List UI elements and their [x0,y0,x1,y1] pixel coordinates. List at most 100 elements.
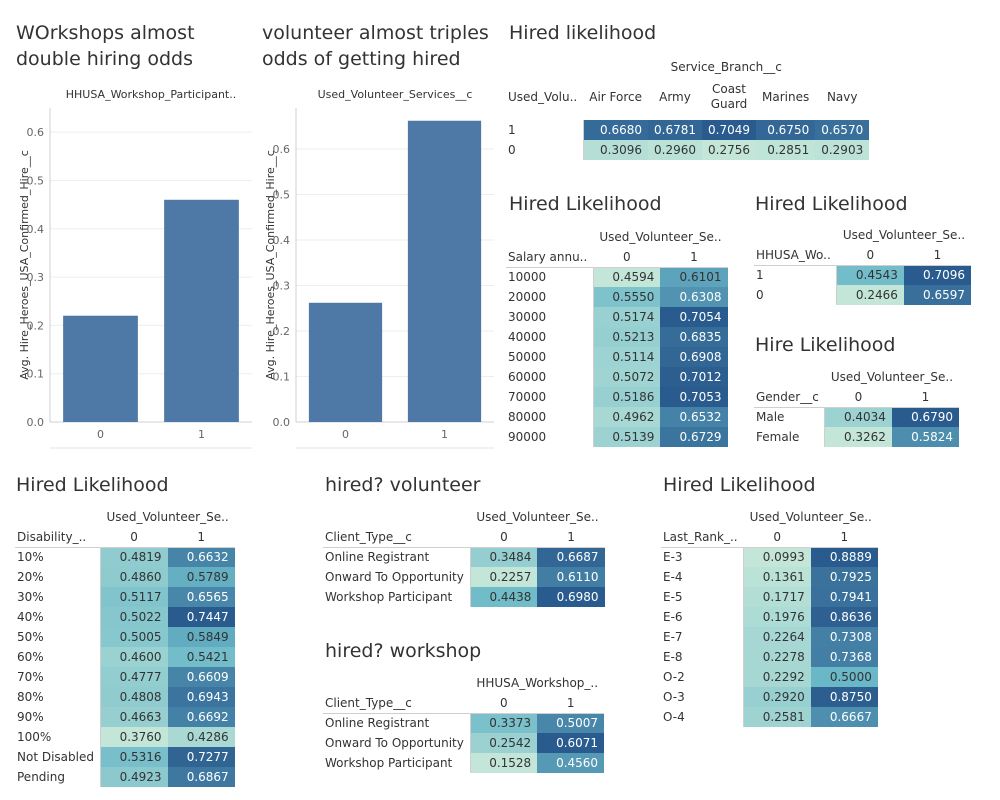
y-tick-label: 0.0 [27,416,45,429]
heat-cell: 0.6565 [167,587,235,607]
column-group-header: Used_Volunteer_Se.. [599,230,722,244]
table-row: 0 0.2466 0.6597 [754,285,972,305]
heat-cell: 0.6570 [815,120,870,140]
heat-cell: 0.4663 [100,707,168,727]
heat-cell: 0.2278 [743,647,811,667]
heat-cell: 0.5007 [537,713,605,733]
x-tick-label: 1 [441,428,448,441]
heat-cell: 0.4543 [836,265,904,285]
heatmap-title: Hired Likelihood [509,193,662,215]
row-label: 70000 [506,387,594,407]
table-row: 20% 0.4860 0.5789 [15,567,235,587]
column-header: Air Force [589,90,642,104]
column-header: 1 [660,247,728,268]
column-header: 0 [470,527,538,548]
heat-cell: 0.2851 [756,140,816,160]
heat-cell: 0.8636 [810,607,878,627]
x-tick-label: 0 [97,428,104,441]
column-header: 1 [537,527,605,548]
column-header: Coast Guard [710,82,748,111]
heat-cell: 0.5174 [593,307,661,327]
heat-cell: 0.4600 [100,647,168,667]
heat-cell: 0.2960 [648,140,702,160]
row-label: 10000 [506,267,594,287]
table-row: Female 0.3262 0.5824 [754,427,960,447]
row-label: 60000 [506,367,594,387]
heat-cell: 0.3373 [470,713,538,733]
column-header: Army [659,90,691,104]
heat-cell: 0.4438 [470,587,538,607]
heat-cell: 0.5022 [100,607,168,627]
bar-title-volunteer-line2: odds of getting hired [262,48,461,70]
heat-cell: 0.7925 [810,567,878,587]
y-tick-label: 0.1 [27,368,45,381]
y-tick-label: 0.6 [273,143,291,156]
y-tick-label: 0.4 [27,223,45,236]
row-label: Workshop Participant [323,587,471,607]
heat-cell: 0.1361 [743,567,811,587]
heat-cell: 0.6867 [167,767,235,787]
heatmap-title: Hired Likelihood [663,474,816,496]
table-row: 70000 0.5186 0.7053 [506,387,728,407]
table-row: 1 0.4543 0.7096 [754,265,972,285]
y-axis-label: Avg. Hire_Heroes_USA_Confirmed_Hire__c [18,150,31,380]
row-label: E-4 [661,567,745,587]
heat-cell: 0.6667 [810,707,878,727]
heatmap-table-gender: Used_Volunteer_Se.. Gender__c 0 1 Male 0.4034… [754,367,960,447]
table-row: 40% 0.5022 0.7447 [15,607,235,627]
heat-cell: 0.2756 [702,140,756,160]
heat-cell: 0.4923 [100,767,168,787]
table-row: E-4 0.1361 0.7925 [661,567,878,587]
heat-cell: 0.5824 [891,427,960,447]
heat-cell: 0.7054 [660,307,728,327]
y-tick-label: 0.1 [273,370,291,383]
column-header: 0 [743,527,811,548]
column-header: 1 [891,387,960,408]
table-row: 90% 0.4663 0.6692 [15,707,235,727]
table-row: O-4 0.2581 0.6667 [661,707,878,727]
heat-cell: 0.6781 [648,120,702,140]
heat-cell: 0.7308 [810,627,878,647]
heat-cell: 0.7012 [660,367,728,387]
heat-cell: 0.6632 [167,547,235,567]
table-row: 60% 0.4600 0.5421 [15,647,235,667]
heat-cell: 0.1528 [470,753,538,773]
row-label: 100% [15,727,101,747]
heat-cell: 0.5213 [593,327,661,347]
row-label: Online Registrant [323,713,471,733]
table-row: 80% 0.4808 0.6943 [15,687,235,707]
heat-cell: 0.6692 [167,707,235,727]
heat-cell: 0.6308 [660,287,728,307]
row-label: E-8 [661,647,745,667]
y-tick-label: 0.5 [273,188,291,201]
table-row: 10000 0.4594 0.6101 [506,267,728,287]
heat-cell: 0.5789 [167,567,235,587]
heat-cell: 0.0993 [743,547,811,567]
table-row: 60000 0.5072 0.7012 [506,367,728,387]
table-row: 0 0.3096 0.2960 0.2756 0.2851 0.2903 [506,140,870,160]
heat-cell: 0.6110 [537,567,605,587]
row-label: 0 [506,140,584,160]
table-row: E-7 0.2264 0.7308 [661,627,878,647]
table-row: O-3 0.2920 0.8750 [661,687,878,707]
heat-cell: 0.8750 [810,687,878,707]
y-tick-label: 0.2 [273,325,291,338]
row-label: Female [754,427,826,447]
table-row: 50000 0.5114 0.6908 [506,347,728,367]
heat-cell: 0.2292 [743,667,811,687]
row-label: 1 [506,120,584,140]
heat-cell: 0.2264 [743,627,811,647]
column-header: 0 [100,527,168,548]
table-row: 20000 0.5550 0.6308 [506,287,728,307]
table-row: Online Registrant 0.3484 0.6687 [323,547,605,567]
row-label: Online Registrant [323,547,471,567]
heat-cell: 0.2542 [470,733,538,753]
heat-cell: 0.5139 [593,427,661,447]
heat-cell: 0.4777 [100,667,168,687]
table-row: Male 0.4034 0.6790 [754,407,960,427]
row-header: Gender__c [754,387,825,408]
bar-header: Used_Volunteer_Services__c [318,88,473,101]
table-row: 30000 0.5174 0.7054 [506,307,728,327]
heat-cell: 0.6729 [660,427,728,447]
heat-cell: 0.7277 [167,747,235,767]
